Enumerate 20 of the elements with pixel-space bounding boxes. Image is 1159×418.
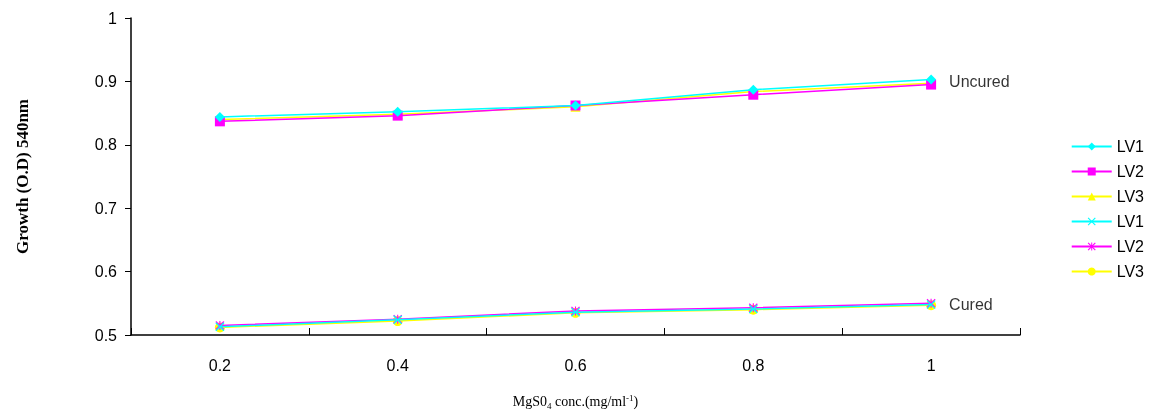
- x-tick-label: 1: [926, 356, 936, 374]
- legend-label: LV2: [1116, 163, 1145, 180]
- x-tick-label: 0.6: [564, 356, 587, 374]
- y-tick-label: 0.7: [94, 199, 118, 217]
- x-tick-label: 0.8: [742, 356, 765, 374]
- y-axis-title: Growth (O.D) 540nm: [13, 98, 32, 255]
- legend-label: LV3: [1116, 263, 1145, 280]
- x-tick-label: 0.2: [208, 356, 232, 374]
- legend-label: LV2: [1116, 238, 1145, 255]
- y-tick-label: 0.5: [94, 326, 118, 344]
- annotation: Cured: [949, 296, 993, 314]
- y-tick-label: 0.8: [94, 136, 118, 154]
- legend-label: LV1: [1116, 213, 1145, 230]
- y-tick-label: 1: [108, 9, 118, 27]
- legend-label: LV3: [1116, 188, 1145, 205]
- legend-label: LV1: [1116, 138, 1145, 155]
- annotation: Uncured: [949, 72, 1010, 90]
- x-tick-label: 0.4: [386, 356, 409, 374]
- y-tick-label: 0.6: [94, 263, 118, 281]
- y-tick-label: 0.9: [94, 72, 118, 90]
